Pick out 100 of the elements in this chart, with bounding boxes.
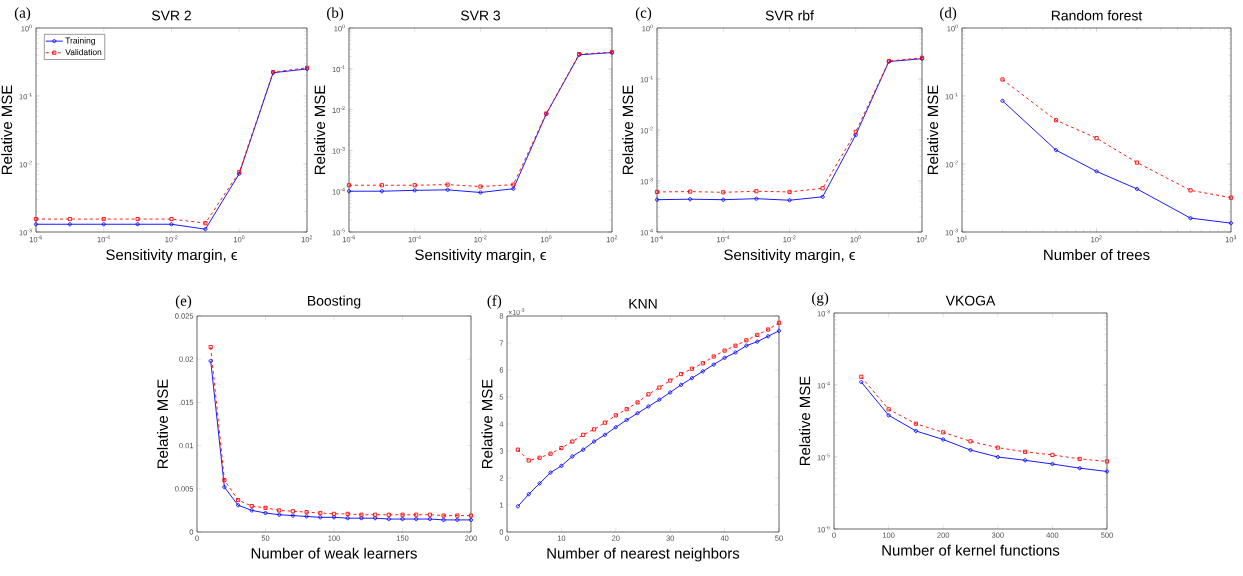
point	[379, 189, 384, 194]
point	[222, 478, 227, 483]
point	[263, 510, 268, 516]
point	[754, 196, 759, 201]
point	[624, 407, 629, 412]
point	[744, 338, 749, 343]
point	[787, 189, 792, 194]
y-axis-title: Relative MSE	[799, 376, 811, 466]
chart-title: SVR 3	[460, 10, 501, 21]
chart-title: KNN	[629, 298, 657, 309]
point	[646, 404, 651, 409]
point	[1050, 452, 1055, 457]
point	[754, 189, 759, 194]
point	[913, 428, 918, 434]
point	[744, 343, 749, 348]
point	[766, 327, 771, 332]
x-axis-title: Sensitivity margin, ϵ	[415, 249, 546, 264]
y-axis-title: Relative MSE	[481, 379, 493, 469]
point	[412, 183, 417, 188]
point	[1050, 461, 1055, 467]
point	[455, 513, 460, 518]
point	[478, 190, 483, 195]
x-axis-title: Number of nearest neighbors	[547, 547, 740, 562]
point	[721, 190, 726, 195]
y-axis-title: Relative MSE	[927, 85, 939, 175]
point	[679, 382, 684, 387]
point	[515, 447, 520, 452]
point	[581, 432, 586, 437]
point	[455, 517, 460, 522]
point	[688, 197, 693, 202]
point	[1023, 449, 1028, 454]
point	[427, 517, 432, 522]
point	[511, 182, 516, 187]
point	[379, 183, 384, 188]
point	[135, 222, 140, 227]
point	[249, 504, 254, 509]
point	[304, 514, 309, 519]
point	[592, 439, 597, 444]
point	[537, 455, 542, 460]
point	[526, 492, 531, 497]
point	[968, 447, 973, 453]
point	[820, 186, 825, 191]
point	[277, 508, 282, 513]
x-axis-title: Sensitivity margin, ϵ	[724, 249, 855, 264]
point	[668, 390, 673, 395]
x-axis-title: Sensitivity margin, ϵ	[106, 249, 237, 264]
point	[635, 400, 640, 405]
point	[733, 343, 738, 348]
point	[711, 362, 716, 367]
point	[941, 430, 946, 435]
point	[559, 463, 564, 468]
point	[222, 485, 227, 490]
chart-title: VKOGA	[945, 295, 996, 306]
point	[526, 458, 531, 463]
point	[169, 217, 174, 222]
point	[755, 332, 760, 337]
point	[548, 451, 553, 456]
point	[101, 217, 106, 222]
y-axis-title: Relative MSE	[1, 85, 13, 175]
point	[995, 445, 1000, 450]
point	[581, 447, 586, 452]
point	[478, 184, 483, 189]
point	[722, 348, 727, 353]
point	[427, 512, 432, 517]
point	[331, 511, 337, 516]
point	[400, 517, 405, 522]
point	[441, 517, 446, 522]
text: (g)	[812, 292, 829, 306]
point	[602, 420, 607, 425]
point	[346, 183, 352, 188]
point	[1023, 458, 1028, 463]
point	[646, 392, 651, 397]
text: (c)	[635, 7, 652, 21]
point	[400, 512, 405, 517]
point	[414, 517, 419, 522]
chart-title: SVR rbf	[765, 10, 814, 21]
y-axis-title: Relative MSE	[622, 85, 634, 175]
point	[445, 182, 450, 187]
point	[318, 510, 323, 516]
point	[511, 186, 516, 191]
point	[445, 187, 450, 192]
point	[548, 470, 553, 475]
point	[733, 350, 738, 355]
y-axis-title: Relative MSE	[314, 85, 326, 175]
point	[635, 411, 640, 416]
point	[208, 345, 213, 350]
point	[787, 198, 792, 203]
point	[236, 498, 241, 503]
point	[33, 217, 39, 222]
point	[689, 366, 695, 371]
point	[859, 374, 864, 379]
point	[290, 513, 295, 518]
point	[657, 385, 662, 390]
point	[592, 427, 597, 432]
point	[359, 512, 364, 517]
point	[263, 505, 268, 510]
point	[67, 222, 72, 227]
point	[67, 217, 72, 222]
point	[721, 197, 726, 202]
point	[613, 413, 618, 418]
